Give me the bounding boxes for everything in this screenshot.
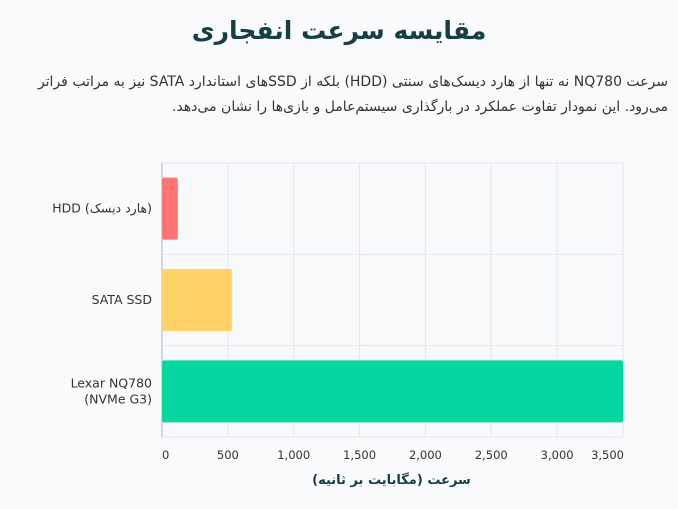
category-label: (NVMe G3): [84, 391, 152, 406]
x-tick-label: 0: [162, 448, 169, 462]
x-tick-label: 1,000: [277, 448, 310, 462]
x-tick-label: 1,500: [343, 448, 376, 462]
bar: [162, 269, 232, 331]
category-label: SATA SSD: [92, 292, 152, 307]
chart-title: مقایسه سرعت انفجاری: [191, 16, 487, 45]
chart-description: سرعت NQ780 نه تنها از هارد دیسک‌های سنتی…: [37, 74, 668, 115]
x-tick-label: 3,000: [541, 448, 574, 462]
category-label: Lexar NQ780: [71, 375, 152, 390]
x-tick-label: 3,500: [591, 448, 624, 462]
x-tick-label: 2,000: [409, 448, 442, 462]
x-tick-label: 500: [217, 448, 239, 462]
bar: [162, 360, 623, 423]
x-tick-label: 2,500: [475, 448, 508, 462]
bar: [162, 177, 178, 240]
category-label: HDD (هارد دیسک): [52, 201, 152, 217]
x-axis-title: سرعت (مگابایت بر ثانیه): [312, 472, 471, 488]
